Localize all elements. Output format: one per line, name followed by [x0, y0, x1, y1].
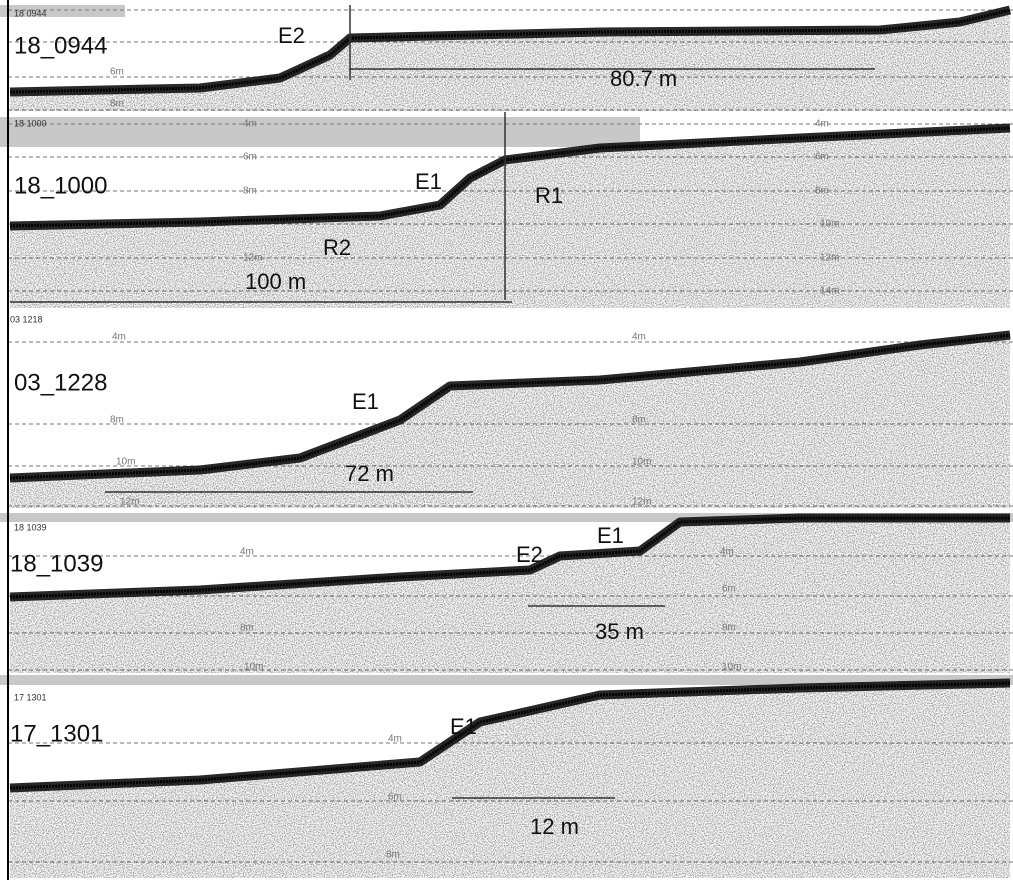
feature-label: E1 — [450, 714, 477, 739]
panel-label: 03_1228 — [14, 369, 107, 396]
seabed-echo-top — [9, 126, 1011, 228]
panel-band — [0, 513, 1013, 522]
depth-label: 12m — [820, 253, 839, 264]
depth-label: 8m — [815, 186, 829, 197]
seabed-echo-top — [9, 681, 1011, 790]
depth-label: 8m — [243, 186, 257, 197]
depth-label: 10m — [722, 662, 741, 673]
echo-scatter — [10, 518, 1010, 673]
file-tag: 18 0944 — [14, 8, 47, 18]
panel-band — [0, 675, 1013, 685]
file-tag: 03 1218 — [10, 314, 43, 324]
depth-label: 4m — [240, 547, 254, 558]
depth-label: 6m — [110, 67, 124, 78]
depth-label: 8m — [722, 623, 736, 634]
depth-label: 10m — [244, 662, 263, 673]
depth-label: 4m — [632, 332, 646, 343]
feature-label: E1 — [352, 389, 379, 414]
panel-label: 18_1000 — [14, 172, 107, 199]
depth-label: 12m — [120, 497, 139, 508]
seabed-echo-top — [9, 516, 1010, 599]
depth-label: 10m — [632, 457, 651, 468]
panel-label: 18_1039 — [10, 550, 103, 577]
echo-scatter — [10, 10, 1010, 111]
depth-label: 6m — [815, 152, 829, 163]
depth-label: 8m — [110, 415, 124, 426]
depth-label: 4m — [112, 332, 126, 343]
panel-band — [0, 117, 640, 147]
file-tag: 18 1000 — [14, 118, 47, 128]
panel-band — [0, 5, 125, 17]
depth-label: 8m — [632, 415, 646, 426]
depth-label: 8m — [110, 99, 124, 110]
scale-label: 100 m — [245, 269, 306, 294]
depth-label: 8m — [386, 850, 400, 861]
feature-label: E1 — [597, 523, 624, 548]
depth-label: 4m — [815, 119, 829, 130]
depth-label: 4m — [720, 547, 734, 558]
depth-label: 14m — [820, 286, 839, 297]
feature-label: E1 — [415, 169, 442, 194]
scale-label: 80.7 m — [610, 66, 677, 91]
depth-label: 10m — [116, 457, 135, 468]
feature-label: R1 — [535, 183, 563, 208]
echo-scatter — [10, 335, 1010, 508]
feature-label: E2 — [278, 23, 305, 48]
depth-label: 10m — [820, 219, 839, 230]
panel-label: 17_1301 — [10, 720, 103, 747]
echo-scatter — [10, 128, 1010, 308]
depth-label: 8m — [240, 623, 254, 634]
seabed-echo-top — [9, 333, 1011, 480]
feature-label: R2 — [323, 235, 351, 260]
depth-label: 6m — [388, 792, 402, 803]
feature-label: E2 — [516, 542, 543, 567]
scale-label: 12 m — [530, 814, 579, 839]
echo-scatter — [10, 683, 1010, 878]
depth-label: 4m — [388, 734, 402, 745]
file-tag: 18 1039 — [14, 522, 47, 532]
depth-label: 6m — [243, 152, 257, 163]
file-tag: 17 1301 — [14, 692, 47, 702]
depth-label: 6m — [722, 584, 736, 595]
depth-label: 12m — [632, 497, 651, 508]
scale-label: 72 m — [345, 461, 394, 486]
depth-label: 12m — [243, 253, 262, 264]
scale-label: 35 m — [595, 619, 644, 644]
depth-label: 4m — [243, 119, 257, 130]
panel-label: 18_0944 — [14, 32, 107, 59]
